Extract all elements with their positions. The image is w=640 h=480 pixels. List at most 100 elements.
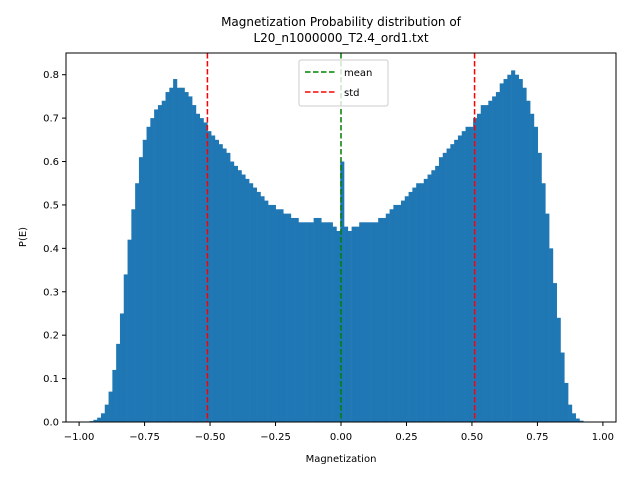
histogram-bar (150, 118, 155, 423)
x-tick-label: 0.25 (395, 432, 417, 443)
histogram-bar (461, 131, 466, 422)
histogram-bar (457, 135, 463, 423)
histogram-bar (230, 161, 235, 422)
histogram-bar (363, 222, 368, 422)
x-tick-label: 0.00 (330, 432, 352, 443)
histogram-bar (530, 113, 535, 422)
histogram-bar (97, 417, 102, 422)
x-tick-label: −1.00 (64, 432, 95, 443)
histogram-bar (514, 74, 519, 423)
y-tick-label: 0.7 (43, 114, 59, 125)
y-tick-label: 0.8 (43, 70, 59, 81)
histogram-bar (507, 74, 512, 423)
histogram-bar (465, 126, 470, 423)
histogram-bar (306, 222, 311, 422)
histogram-bar (123, 274, 128, 422)
histogram-bar (112, 369, 117, 422)
histogram-bar (374, 222, 379, 422)
histogram-bar (138, 157, 144, 422)
histogram-bar (427, 174, 432, 422)
histogram-bar (492, 96, 497, 422)
histogram-bar (252, 187, 257, 422)
histogram-bar (564, 382, 569, 422)
histogram-bar (119, 313, 125, 422)
histogram-bar (249, 183, 254, 422)
histogram-bar (340, 161, 345, 422)
histogram-bar (309, 222, 314, 422)
histogram-bar (283, 213, 288, 422)
histogram-bar (275, 209, 280, 422)
y-tick-label: 0.5 (43, 200, 59, 211)
histogram-bar (393, 204, 398, 422)
histogram-bar (157, 105, 163, 422)
x-tick-label: −0.75 (129, 432, 160, 443)
histogram-bar (188, 96, 193, 422)
histogram-bar (142, 139, 147, 422)
histogram-bar (579, 420, 584, 422)
histogram-bar (260, 196, 265, 422)
histogram-bar (222, 148, 227, 422)
y-tick-label: 0.1 (43, 374, 59, 385)
y-axis-label: P(E) (18, 227, 29, 247)
histogram-bars (89, 70, 584, 423)
histogram-bar (256, 191, 261, 422)
histogram-bar (290, 217, 295, 422)
histogram-bar (271, 204, 276, 422)
histogram-bar (184, 92, 189, 422)
histogram-bar (400, 200, 406, 422)
histogram-bar (165, 92, 170, 422)
histogram-bar (199, 118, 204, 423)
histogram-bar (154, 109, 159, 422)
histogram-bar (332, 226, 337, 422)
histogram-bar (127, 239, 132, 422)
histogram-bar (541, 183, 546, 422)
reference-lines (206, 53, 476, 422)
histogram-bar (435, 165, 440, 422)
histogram-bar (397, 204, 402, 422)
histogram-bar (408, 191, 413, 422)
histogram-bar (568, 404, 573, 422)
histogram-bar (93, 419, 98, 422)
y-tick-label: 0.0 (43, 418, 59, 429)
histogram-bar (537, 152, 542, 422)
histogram-bar (518, 79, 523, 423)
histogram-bar (131, 209, 136, 422)
histogram-bar (495, 92, 501, 422)
histogram-bar (423, 178, 428, 422)
histogram-bar (233, 165, 238, 422)
histogram-bar (389, 209, 394, 422)
legend-std-label: std (344, 88, 359, 99)
histogram-bar (351, 226, 356, 422)
histogram-bar (488, 100, 493, 422)
histogram-bar (214, 139, 219, 422)
histogram-bar (359, 222, 364, 422)
histogram-bar (370, 222, 375, 422)
histogram-bar (381, 217, 387, 422)
histogram-bar (454, 139, 459, 422)
histogram-bar (442, 152, 447, 422)
histogram-bar (412, 187, 417, 422)
histogram-bar (522, 87, 527, 422)
histogram-bar (226, 152, 231, 422)
histogram-bar (552, 283, 557, 422)
histogram-bar (211, 135, 216, 423)
histogram-bar (416, 183, 421, 422)
x-tick-label: −0.25 (260, 432, 291, 443)
histogram-bar (385, 213, 390, 422)
histogram-bar (355, 226, 360, 422)
x-tick-label: 1.00 (592, 432, 614, 443)
histogram-bar (511, 70, 516, 423)
histogram-bar (499, 83, 504, 422)
histogram-bar (116, 343, 121, 422)
histogram-bar (207, 131, 212, 422)
histogram-bar (419, 183, 425, 422)
histogram-bar (264, 200, 269, 422)
histogram-bar (366, 222, 371, 422)
histogram-bar (321, 222, 326, 422)
x-axis-ticks: −1.00 −0.75 −0.50 −0.25 0.00 0.25 0.50 0.75 1.00 (64, 422, 614, 443)
histogram-bar (180, 87, 185, 422)
histogram-bar (135, 183, 140, 422)
histogram-bar (203, 122, 208, 423)
histogram-bar (169, 87, 174, 422)
